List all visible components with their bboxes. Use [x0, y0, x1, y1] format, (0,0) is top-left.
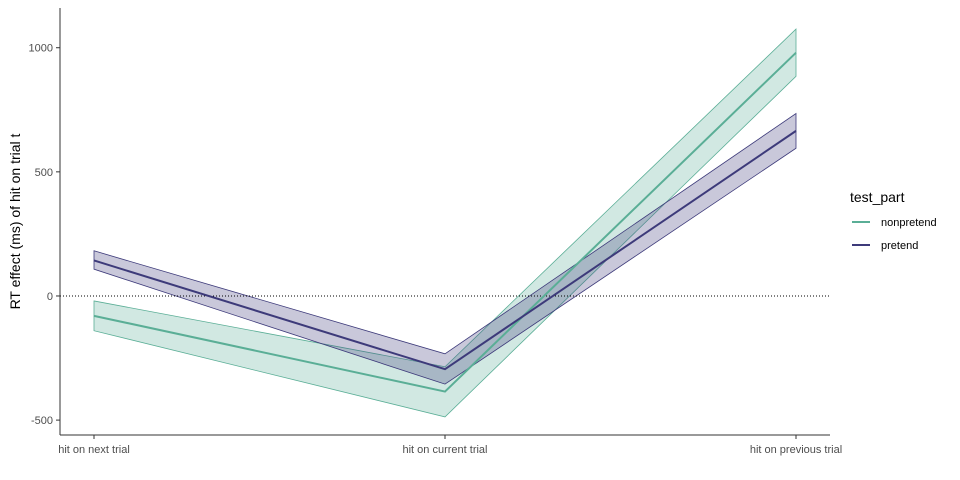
- x-tick-label: hit on current trial: [403, 444, 488, 456]
- legend-label-nonpretend: nonpretend: [881, 217, 937, 229]
- y-tick-label: 1000: [29, 43, 53, 55]
- x-axis-ticks: hit on next trial hit on current trial hit…: [58, 435, 842, 456]
- line-nonpretend: [93, 51, 797, 393]
- line-pretend: [93, 130, 797, 371]
- legend-title: test_part: [850, 189, 905, 205]
- y-axis-ticks: -500 0 500 1000: [29, 43, 60, 427]
- ribbon-nonpretend: [93, 28, 797, 418]
- y-tick-label: -500: [31, 415, 53, 427]
- series-lines: [93, 51, 797, 393]
- x-tick-label: hit on previous trial: [750, 444, 842, 456]
- ribbon-pretend: [93, 112, 797, 385]
- x-tick-label: hit on next trial: [58, 444, 130, 456]
- y-tick-label: 500: [35, 167, 53, 179]
- legend-label-pretend: pretend: [881, 240, 918, 252]
- y-tick-label: 0: [47, 291, 53, 303]
- y-axis-title: RT effect (ms) of hit on trial t: [7, 133, 23, 309]
- legend: test_part nonpretend pretend: [850, 189, 937, 252]
- confidence-ribbons: [93, 28, 797, 418]
